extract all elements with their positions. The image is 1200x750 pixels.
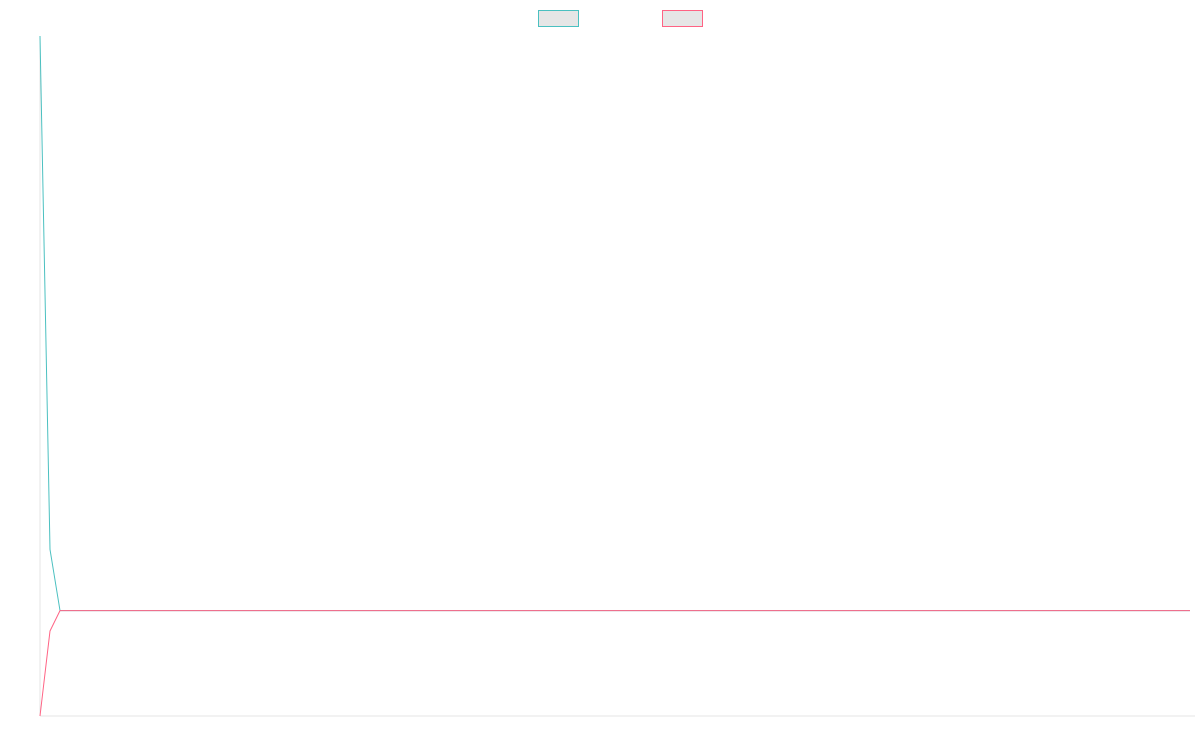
series-line-1: [39, 35, 1190, 612]
series-line-2: [39, 610, 1190, 717]
series-lines: [39, 35, 1190, 717]
legend-swatch-1[interactable]: [538, 10, 579, 27]
legend[interactable]: [538, 10, 703, 27]
legend-swatch-2[interactable]: [662, 10, 703, 27]
axes: [39, 36, 1195, 717]
